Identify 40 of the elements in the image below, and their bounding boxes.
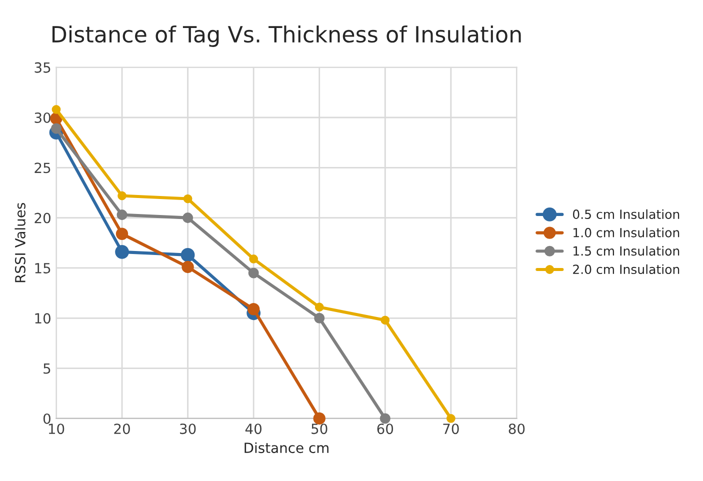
x-axis-title: Distance cm [244, 442, 328, 454]
y-tick-label: 35 [34, 62, 50, 73]
x-tick-label: 20 [114, 424, 130, 434]
point [248, 268, 259, 278]
point [116, 228, 128, 240]
y-axis-title: RSSI Values [14, 203, 26, 282]
point [183, 194, 192, 204]
x-tick-label: 30 [180, 424, 196, 434]
point [314, 312, 325, 324]
y-tick-label: 20 [34, 212, 50, 224]
chart-title: Distance of Tag Vs. Thickness of Insulation [52, 25, 521, 47]
y-tick-label: 30 [34, 112, 50, 123]
x-tick-label: 60 [377, 424, 394, 434]
x-tick-label: 50 [312, 424, 328, 434]
y-tick-label: 5 [44, 363, 50, 374]
point [50, 123, 62, 134]
y-tick-label: 25 [34, 162, 50, 174]
legend-label: 1.0 cm Insulation [574, 228, 680, 238]
point [182, 260, 194, 274]
point [52, 105, 61, 114]
y-tick-label: 10 [35, 313, 50, 324]
point [249, 254, 258, 264]
point [182, 212, 194, 224]
point [118, 191, 126, 200]
x-tick-label: 80 [508, 424, 525, 434]
point [314, 302, 324, 312]
x-tick-label: 70 [443, 424, 459, 434]
point [115, 244, 129, 259]
y-tick-label: 15 [35, 263, 50, 274]
x-tick-label: 40 [245, 424, 262, 434]
legend-label: 2.0 cm Insulation [573, 264, 680, 274]
point [446, 414, 456, 423]
point [116, 210, 128, 220]
point [380, 413, 390, 424]
point [180, 248, 195, 262]
legend-label: 1.5 cm Insulation [574, 246, 680, 256]
point [247, 303, 260, 316]
point [380, 316, 390, 325]
y-tick-label: 0 [43, 413, 50, 424]
legend-label: 0.5 cm Insulation [572, 209, 680, 220]
